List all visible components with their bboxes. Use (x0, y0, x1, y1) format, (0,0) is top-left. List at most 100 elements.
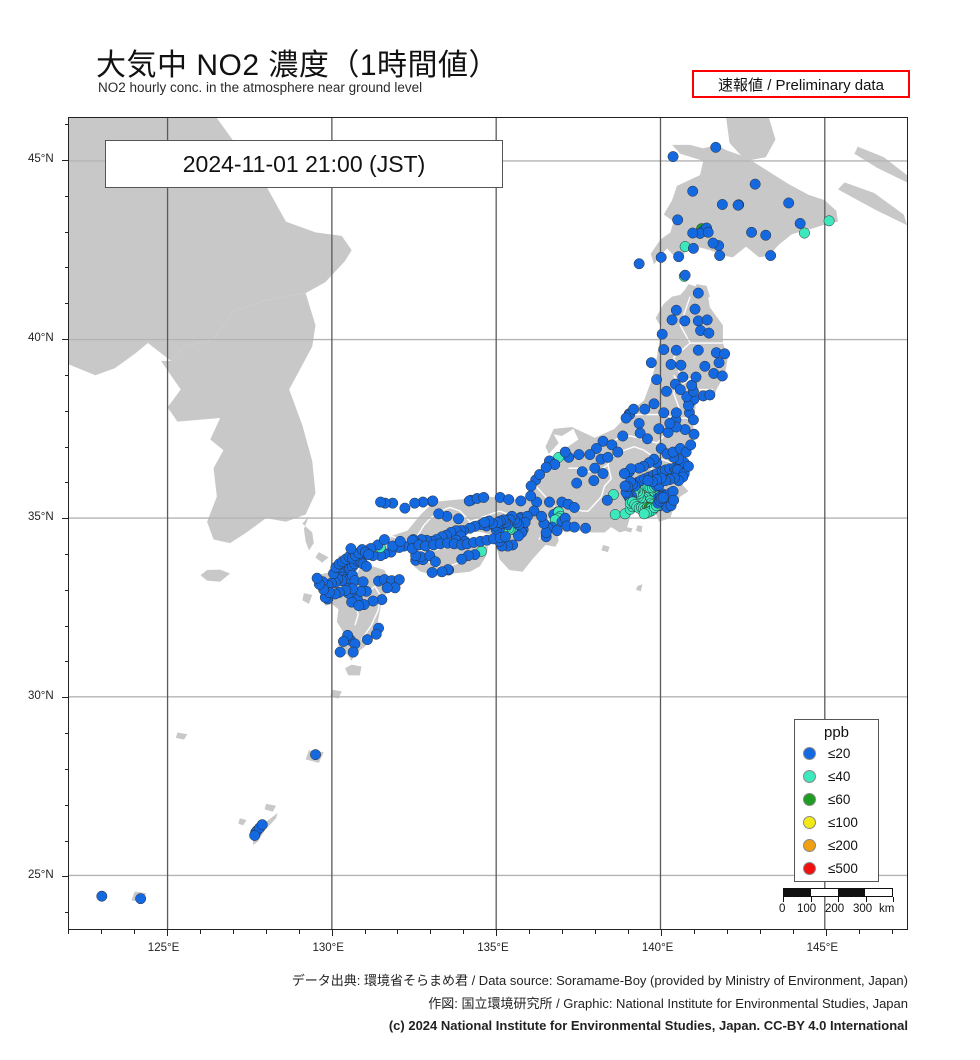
sakhalin-south (726, 118, 776, 161)
station-point (256, 819, 268, 831)
scale-unit-label: km (879, 903, 895, 915)
station-point (338, 635, 349, 647)
y-tick (64, 625, 68, 627)
x-tick (759, 930, 761, 934)
y-axis-label: 25°N (28, 869, 54, 882)
station-point (399, 502, 411, 514)
map-plot-area: 2024-11-01 21:00 (JST) ppb ≤20 ≤40 ≤60 ≤100… (68, 117, 908, 930)
legend-row-1: ≤40 (795, 765, 878, 788)
mikura-island (601, 544, 610, 553)
station-point (765, 250, 777, 261)
station-point (311, 572, 323, 584)
station-point (674, 384, 686, 395)
y-axis-label: 35°N (28, 511, 54, 524)
y-tick (64, 231, 68, 233)
legend-row-5: ≤500 (795, 857, 878, 880)
y-axis-label: 40°N (28, 332, 54, 345)
preliminary-data-badge: 速報値 / Preliminary data (692, 70, 910, 98)
legend-swatch-icon (803, 839, 816, 852)
hachijojima (635, 584, 643, 592)
station-point (589, 462, 601, 474)
page-title: 大気中 NO2 濃度（1時間値） (96, 49, 500, 82)
x-tick (68, 930, 69, 934)
station-point (478, 492, 490, 503)
legend-label: ≤40 (828, 769, 851, 784)
station-point (687, 414, 699, 426)
station-point (642, 475, 654, 487)
x-tick (693, 930, 695, 934)
prefecture-boundary (600, 464, 612, 497)
x-tick (463, 930, 465, 934)
station-point (602, 451, 614, 463)
y-tick (64, 195, 68, 197)
station-point (429, 556, 441, 568)
x-tick (825, 930, 827, 936)
station-point (310, 749, 321, 761)
station-point (675, 359, 687, 371)
station-point (651, 374, 663, 385)
station-point (657, 492, 669, 503)
x-tick (298, 930, 300, 934)
scale-bar-labels: 0 100 200 300 km (775, 903, 901, 919)
station-point (375, 496, 386, 508)
x-tick (858, 930, 860, 934)
station-point (655, 251, 667, 263)
station-point (638, 508, 650, 520)
okinoerabu (264, 803, 277, 812)
y-tick (64, 303, 68, 305)
tsushima-island (302, 516, 314, 551)
station-point (540, 527, 552, 538)
scale-segment-2 (838, 889, 865, 896)
x-tick (562, 930, 564, 934)
station-point (363, 549, 375, 561)
scale-tick-0 (783, 897, 784, 902)
station-point (540, 462, 552, 473)
station-point (666, 314, 678, 326)
station-point (667, 151, 679, 163)
legend-title: ppb (823, 724, 850, 741)
station-point (679, 269, 691, 281)
station-point (573, 449, 585, 461)
station-point (670, 304, 682, 316)
station-point (799, 227, 810, 239)
x-tick (726, 930, 728, 934)
station-point (370, 628, 382, 640)
scale-segment-0 (784, 889, 811, 896)
land-layer (69, 118, 907, 903)
station-point (334, 646, 346, 658)
legend-label: ≤100 (828, 815, 858, 830)
y-tick (64, 374, 68, 376)
senkaku-area (175, 732, 188, 740)
x-tick (529, 930, 531, 934)
y-tick (64, 410, 68, 412)
x-axis-label: 140°E (641, 942, 674, 954)
station-point (433, 508, 445, 520)
station-point (645, 357, 657, 369)
station-point (701, 314, 713, 326)
station-point (379, 534, 390, 545)
scale-tick-2 (838, 897, 839, 902)
station-point (427, 495, 439, 507)
station-point (525, 490, 537, 502)
x-tick (496, 930, 498, 936)
station-point (381, 582, 393, 594)
scale-bar-ticks (783, 897, 894, 902)
scale-label-100: 100 (797, 903, 817, 915)
scale-tick-3 (865, 897, 867, 902)
station-point (576, 466, 588, 478)
station-point (682, 460, 694, 472)
station-point (664, 418, 676, 429)
station-point (716, 199, 728, 210)
station-point (513, 530, 524, 542)
hokkaido (650, 144, 838, 265)
footer-data-source: データ出典: 環境省そらまめ君 / Data source: Soramame-… (291, 973, 908, 988)
station-point (361, 634, 373, 646)
x-tick (792, 930, 794, 934)
station-point (703, 327, 715, 339)
y-axis-label: 30°N (28, 690, 54, 703)
station-point (571, 477, 583, 489)
station-point (357, 576, 369, 588)
y-tick (62, 518, 68, 520)
station-point (479, 516, 491, 528)
y-tick (64, 267, 68, 269)
